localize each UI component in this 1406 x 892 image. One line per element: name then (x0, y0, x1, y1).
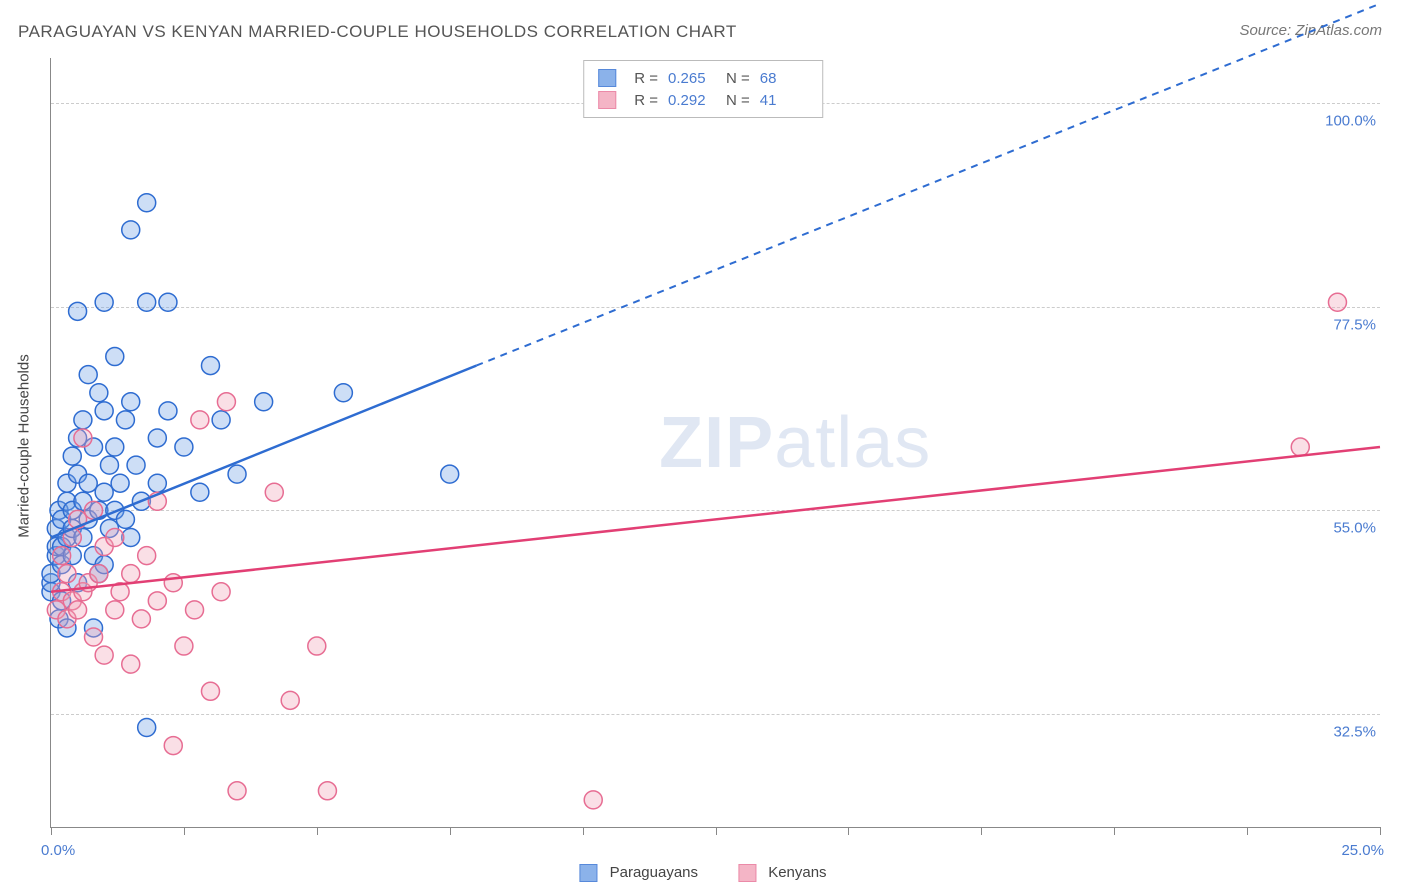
data-point (90, 565, 108, 583)
stat-label: R = (634, 92, 658, 109)
data-point (308, 637, 326, 655)
x-axis-label-max: 25.0% (1341, 842, 1384, 859)
data-point (318, 782, 336, 800)
trend-line-dashed (476, 4, 1380, 366)
stat-value: 68 (760, 70, 808, 87)
chart-title: PARAGUAYAN VS KENYAN MARRIED-COUPLE HOUS… (18, 22, 737, 42)
data-point (191, 411, 209, 429)
data-point (100, 456, 118, 474)
data-point (584, 791, 602, 809)
data-point (148, 474, 166, 492)
data-point (159, 402, 177, 420)
chart-container: PARAGUAYAN VS KENYAN MARRIED-COUPLE HOUS… (0, 0, 1406, 892)
plot-area: ZIPatlas 0.0% 25.0% 32.5%55.0%77.5%100.0… (50, 58, 1380, 828)
data-point (122, 565, 140, 583)
data-point (106, 438, 124, 456)
data-point (106, 601, 124, 619)
stat-label: N = (726, 70, 750, 87)
data-point (175, 438, 193, 456)
swatch-icon (598, 69, 616, 87)
stat-label: N = (726, 92, 750, 109)
data-point (265, 483, 283, 501)
data-point (53, 547, 71, 565)
data-point (132, 610, 150, 628)
swatch-icon (598, 91, 616, 109)
data-point (95, 483, 113, 501)
data-point (138, 718, 156, 736)
data-point (122, 221, 140, 239)
data-point (212, 411, 230, 429)
data-point (228, 465, 246, 483)
data-point (281, 691, 299, 709)
data-point (1291, 438, 1309, 456)
swatch-icon (579, 864, 597, 882)
stat-value: 41 (760, 92, 808, 109)
chart-svg (51, 58, 1380, 827)
stat-value: 0.292 (668, 92, 716, 109)
data-point (111, 474, 129, 492)
data-point (106, 348, 124, 366)
data-point (201, 357, 219, 375)
data-point (148, 592, 166, 610)
data-point (255, 393, 273, 411)
stats-row: R = 0.265 N = 68 (598, 67, 808, 89)
stat-value: 0.265 (668, 70, 716, 87)
data-point (79, 474, 97, 492)
data-point (79, 366, 97, 384)
data-point (116, 411, 134, 429)
data-point (63, 447, 81, 465)
data-point (95, 402, 113, 420)
data-point (90, 384, 108, 402)
data-point (217, 393, 235, 411)
data-point (1328, 293, 1346, 311)
data-point (148, 429, 166, 447)
data-point (441, 465, 459, 483)
data-point (191, 483, 209, 501)
y-axis-title: Married-couple Households (16, 354, 33, 537)
legend-label: Paraguayans (610, 864, 698, 881)
data-point (164, 574, 182, 592)
data-point (138, 194, 156, 212)
data-point (201, 682, 219, 700)
data-point (228, 782, 246, 800)
data-point (95, 293, 113, 311)
stats-row: R = 0.292 N = 41 (598, 89, 808, 111)
data-point (212, 583, 230, 601)
data-point (116, 510, 134, 528)
stat-label: R = (634, 70, 658, 87)
data-point (69, 601, 87, 619)
data-point (334, 384, 352, 402)
data-point (69, 302, 87, 320)
data-point (74, 411, 92, 429)
data-point (85, 628, 103, 646)
data-point (159, 293, 177, 311)
swatch-icon (738, 864, 756, 882)
trend-line (51, 447, 1380, 592)
data-point (127, 456, 145, 474)
data-point (95, 646, 113, 664)
data-point (122, 393, 140, 411)
data-point (186, 601, 204, 619)
legend-item: Kenyans (738, 864, 827, 882)
series-legend: Paraguayans Kenyans (579, 864, 826, 882)
data-point (122, 655, 140, 673)
data-point (138, 293, 156, 311)
data-point (164, 737, 182, 755)
data-point (74, 429, 92, 447)
x-axis-label-min: 0.0% (41, 842, 75, 859)
data-point (58, 565, 76, 583)
legend-label: Kenyans (768, 864, 826, 881)
legend-item: Paraguayans (579, 864, 698, 882)
data-point (175, 637, 193, 655)
data-point (138, 547, 156, 565)
data-point (106, 528, 124, 546)
stats-legend: R = 0.265 N = 68 R = 0.292 N = 41 (583, 60, 823, 118)
